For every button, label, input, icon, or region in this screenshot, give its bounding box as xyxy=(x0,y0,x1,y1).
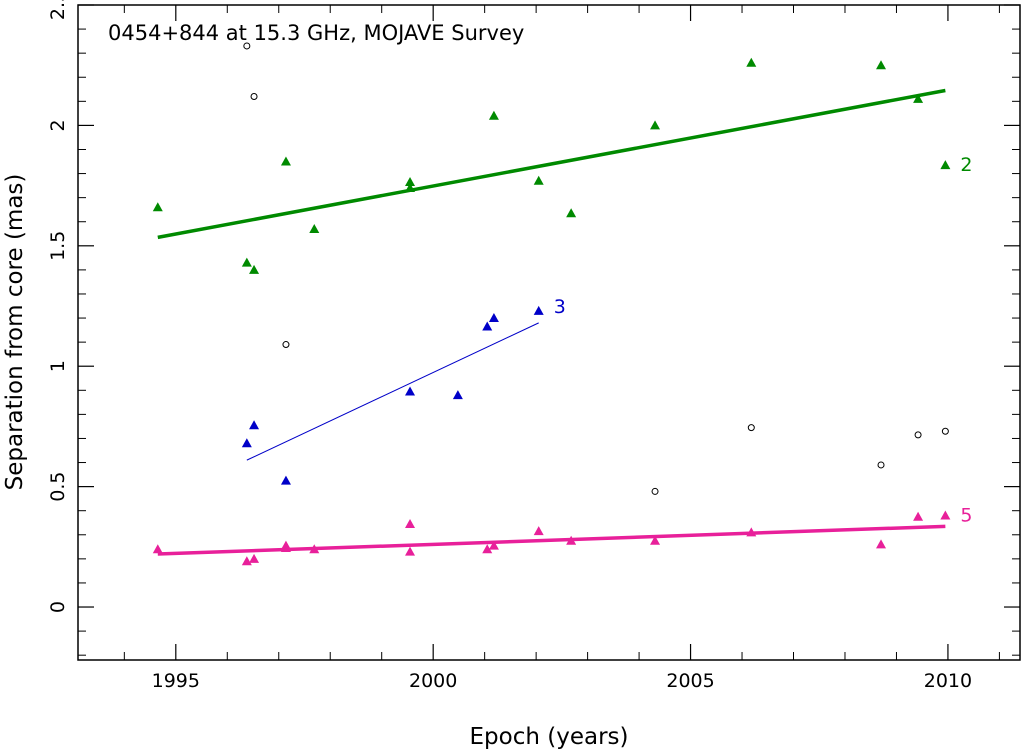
x-tick-label: 2010 xyxy=(924,670,972,692)
data-point-3 xyxy=(482,321,493,331)
data-point-5 xyxy=(152,544,163,554)
open-circle-point xyxy=(747,424,755,432)
open-circle-point xyxy=(941,427,949,435)
chart-title: 0454+844 at 15.3 GHz, MOJAVE Survey xyxy=(108,21,524,45)
open-circle-point xyxy=(877,461,885,469)
data-point-2 xyxy=(566,208,577,218)
y-tick-label: 1.5 xyxy=(47,231,69,261)
data-point-5 xyxy=(650,535,661,545)
series-label-3: 3 xyxy=(554,296,566,318)
x-tick-label: 2005 xyxy=(666,670,714,692)
data-point-2 xyxy=(746,57,757,67)
tick-labels: 1995 2000 2005 2010 0 0.5 1 1.5 2 2.5 xyxy=(47,0,972,692)
x-tick-label: 1995 xyxy=(152,670,200,692)
minor-ticks xyxy=(78,5,1020,660)
open-circle-point xyxy=(282,341,290,349)
y-tick-label: 1 xyxy=(47,360,69,372)
data-point-5 xyxy=(482,544,493,554)
data-point-2 xyxy=(488,110,499,120)
data-point-3 xyxy=(249,420,260,430)
data-point-5 xyxy=(746,527,757,537)
data-point-3 xyxy=(405,386,416,396)
markers xyxy=(152,42,951,566)
data-point-5 xyxy=(241,556,252,566)
x-axis-label: Epoch (years) xyxy=(470,724,629,750)
y-tick-label: 2.5 xyxy=(47,0,69,20)
series-label-5: 5 xyxy=(960,505,972,527)
data-point-2 xyxy=(405,183,416,193)
data-point-5 xyxy=(488,540,499,550)
fit-line-5 xyxy=(157,524,946,556)
data-point-3 xyxy=(241,438,252,448)
data-point-5 xyxy=(940,510,951,520)
data-point-2 xyxy=(913,93,924,103)
open-circle-point xyxy=(243,42,251,50)
data-point-2 xyxy=(152,202,163,212)
series-labels: 2 3 5 xyxy=(554,154,973,526)
open-circle-point xyxy=(250,93,258,101)
data-point-5 xyxy=(405,546,416,556)
data-point-2 xyxy=(940,160,951,170)
data-point-2 xyxy=(241,257,252,267)
y-tick-label: 2 xyxy=(47,119,69,131)
y-tick-label: 0.5 xyxy=(47,472,69,502)
data-point-3 xyxy=(452,390,463,400)
data-point-5 xyxy=(566,535,577,545)
x-tick-label: 2000 xyxy=(409,670,457,692)
fit-line-3 xyxy=(246,322,539,461)
open-circle-point xyxy=(651,487,659,495)
fit-lines xyxy=(157,88,946,556)
data-point-2 xyxy=(650,120,661,130)
data-point-3 xyxy=(280,475,291,485)
plot-frame xyxy=(77,4,1021,661)
y-axis-label: Separation from core (mas) xyxy=(2,174,28,491)
data-point-2 xyxy=(309,223,320,233)
data-point-2 xyxy=(280,156,291,166)
open-circle-point xyxy=(914,431,922,439)
data-point-5 xyxy=(876,539,887,549)
data-point-3 xyxy=(488,313,499,323)
data-point-5 xyxy=(533,526,544,536)
y-tick-label: 0 xyxy=(47,601,69,613)
data-point-3 xyxy=(533,305,544,315)
data-point-2 xyxy=(876,60,887,70)
data-point-5 xyxy=(405,518,416,528)
data-point-5 xyxy=(309,544,320,554)
data-point-5 xyxy=(913,511,924,521)
series-label-2: 2 xyxy=(960,154,972,176)
data-point-5 xyxy=(249,553,260,563)
data-point-5 xyxy=(280,540,291,550)
data-point-2 xyxy=(249,264,260,274)
data-point-2 xyxy=(405,176,416,186)
data-point-2 xyxy=(533,175,544,185)
fit-line-2 xyxy=(157,88,946,240)
